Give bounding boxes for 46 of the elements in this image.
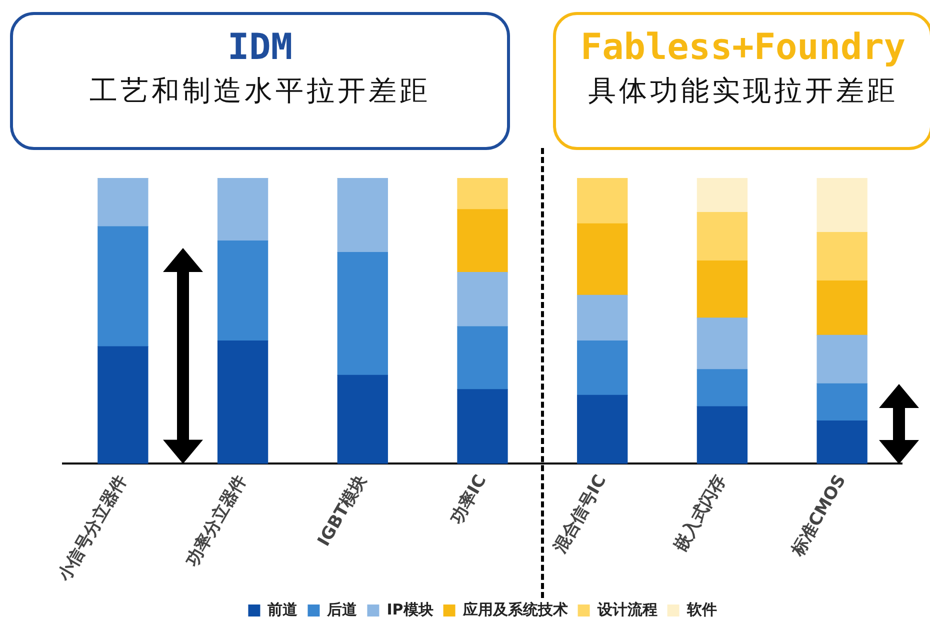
legend-label: 软件 xyxy=(686,600,717,618)
bar xyxy=(457,326,508,390)
legend-label: 设计流程 xyxy=(596,600,658,618)
text: IDM xyxy=(226,27,294,68)
bar xyxy=(337,178,388,253)
text: 具体功能实现拉开差距 xyxy=(587,73,899,109)
bar xyxy=(696,260,748,318)
bar xyxy=(217,240,268,342)
bar xyxy=(577,178,628,224)
bar xyxy=(696,318,748,370)
bar xyxy=(98,226,148,347)
bar xyxy=(217,340,268,464)
legend-label: 应用及系统技术 xyxy=(462,600,568,618)
bar xyxy=(457,178,508,210)
bar xyxy=(696,178,748,213)
bar xyxy=(816,178,868,233)
bar xyxy=(577,294,628,342)
x-tick-label: 功率分立器件 xyxy=(182,472,251,571)
bar xyxy=(577,223,628,296)
bar xyxy=(457,209,508,273)
bar xyxy=(577,394,628,464)
x-tick-label: 功率IC xyxy=(446,472,491,528)
text: Fabless+Foundry xyxy=(579,27,907,68)
bar xyxy=(696,369,748,407)
x-tick-label: 小信号分立器件 xyxy=(54,472,132,586)
bar xyxy=(816,334,868,384)
bar xyxy=(217,178,268,242)
bar xyxy=(337,252,388,376)
bar xyxy=(98,178,148,227)
text: 工艺和制造水平拉开差距 xyxy=(88,73,432,109)
bar xyxy=(457,389,508,464)
bar xyxy=(696,212,748,262)
legend-label: 前道 xyxy=(266,600,299,618)
x-tick-label: 混合信号IC xyxy=(549,472,611,558)
legend-label: 后道 xyxy=(326,600,358,618)
bar xyxy=(337,374,388,464)
bar xyxy=(816,232,868,282)
bar xyxy=(816,420,868,464)
bar xyxy=(577,340,628,396)
legend-label: IP模块 xyxy=(386,600,434,618)
bar xyxy=(696,406,748,464)
bar xyxy=(816,383,868,422)
bar xyxy=(98,346,148,464)
bar xyxy=(457,272,508,327)
x-tick-label: 嵌入式闪存 xyxy=(670,472,730,556)
bar xyxy=(816,280,868,336)
